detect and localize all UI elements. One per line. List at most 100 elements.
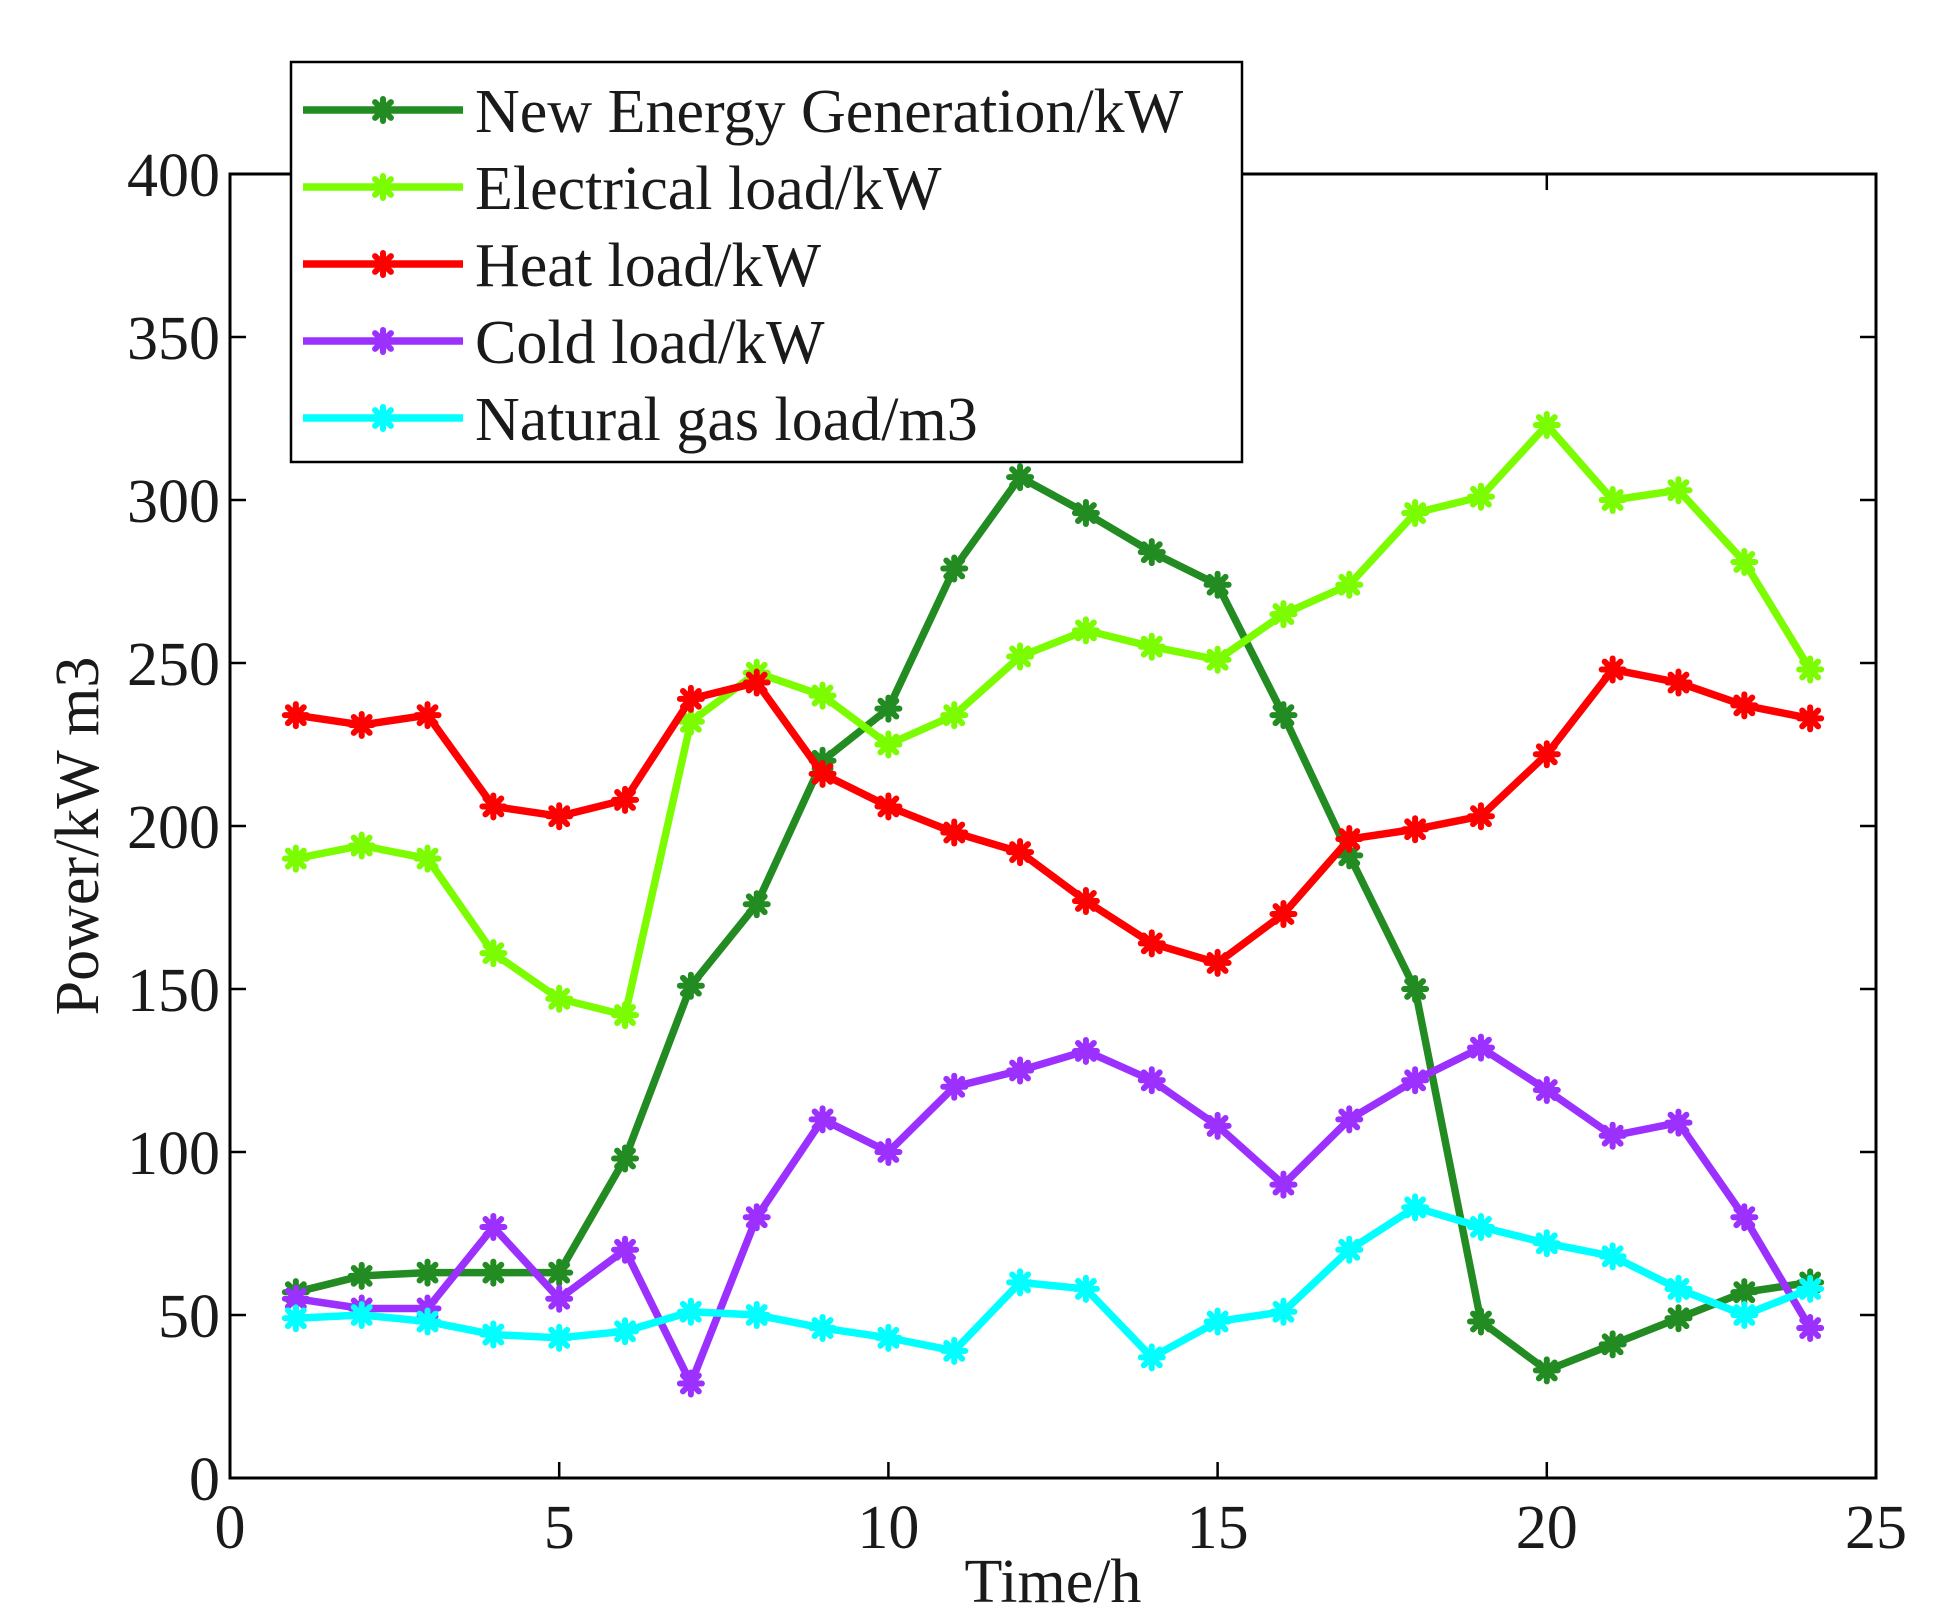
data-point bbox=[1598, 1330, 1627, 1359]
data-point bbox=[545, 1258, 574, 1287]
y-tick-label: 300 bbox=[127, 468, 220, 536]
data-point bbox=[545, 802, 574, 831]
data-point bbox=[1071, 499, 1100, 528]
data-point bbox=[1401, 499, 1430, 528]
data-point bbox=[1006, 1268, 1035, 1297]
data-point bbox=[874, 730, 903, 759]
y-axis-label: Power/kW m3 bbox=[44, 657, 112, 1016]
y-tick-label: 250 bbox=[127, 631, 220, 699]
data-point bbox=[1335, 825, 1364, 854]
series-2 bbox=[281, 655, 1825, 977]
data-point bbox=[1071, 616, 1100, 645]
data-point bbox=[1071, 1036, 1100, 1065]
data-point bbox=[347, 1301, 376, 1329]
data-point bbox=[1598, 1242, 1627, 1271]
y-tick-label: 200 bbox=[127, 794, 220, 862]
series-line bbox=[294, 473, 1811, 1375]
data-point bbox=[808, 681, 837, 710]
series-0 bbox=[281, 463, 1825, 1385]
data-point bbox=[1137, 1066, 1166, 1095]
legend-item: New Energy Generation/kW bbox=[303, 78, 1184, 146]
data-point bbox=[1466, 1033, 1495, 1062]
data-point bbox=[1730, 547, 1759, 576]
data-point bbox=[281, 701, 310, 730]
data-point bbox=[874, 1323, 903, 1352]
data-point bbox=[1269, 1170, 1298, 1199]
y-tick-label: 100 bbox=[127, 1120, 220, 1188]
data-point bbox=[742, 1301, 771, 1329]
data-point bbox=[1730, 1278, 1759, 1307]
data-point bbox=[808, 1314, 837, 1343]
legend-label: Electrical load/kW bbox=[475, 155, 942, 223]
data-point bbox=[940, 1072, 969, 1101]
data-point bbox=[676, 1297, 705, 1326]
data-point bbox=[874, 694, 903, 723]
data-point bbox=[1532, 1356, 1561, 1385]
data-point bbox=[1137, 632, 1166, 661]
data-point bbox=[1796, 1314, 1825, 1343]
data-point bbox=[479, 939, 508, 968]
legend-item: Electrical load/kW bbox=[303, 155, 942, 223]
data-point bbox=[940, 554, 969, 583]
x-axis-label: Time/h bbox=[965, 1548, 1142, 1616]
data-point bbox=[808, 1105, 837, 1134]
legend-label: Cold load/kW bbox=[475, 309, 825, 377]
data-point bbox=[413, 844, 442, 873]
x-tick-label: 10 bbox=[857, 1494, 919, 1562]
legend-item: Heat load/kW bbox=[303, 232, 822, 300]
y-tick-label: 400 bbox=[127, 142, 220, 210]
data-point bbox=[413, 1258, 442, 1287]
data-point bbox=[940, 1336, 969, 1365]
data-point bbox=[1137, 929, 1166, 958]
data-point bbox=[808, 759, 837, 788]
data-point bbox=[1730, 1203, 1759, 1232]
data-point bbox=[1796, 655, 1825, 684]
data-point bbox=[940, 701, 969, 730]
data-point bbox=[1203, 570, 1232, 599]
data-point bbox=[1335, 570, 1364, 599]
x-tick-label: 15 bbox=[1187, 1494, 1249, 1562]
legend-item: Cold load/kW bbox=[303, 309, 825, 377]
data-point bbox=[281, 1284, 310, 1313]
y-tick-label: 350 bbox=[127, 305, 220, 373]
data-point bbox=[611, 785, 640, 814]
data-point bbox=[874, 792, 903, 821]
series-3 bbox=[281, 1033, 1825, 1398]
legend-label: New Energy Generation/kW bbox=[475, 78, 1184, 146]
data-point bbox=[611, 1144, 640, 1173]
legend-item: Natural gas load/m3 bbox=[303, 386, 978, 454]
data-point bbox=[1137, 1343, 1166, 1372]
legend-swatch-marker bbox=[369, 96, 397, 124]
series-line bbox=[295, 1043, 1814, 1388]
series-line bbox=[295, 421, 1814, 1019]
data-point bbox=[1203, 948, 1232, 977]
data-point bbox=[1401, 815, 1430, 844]
data-point bbox=[1006, 463, 1035, 492]
data-point bbox=[545, 1323, 574, 1352]
data-point bbox=[1071, 1274, 1100, 1303]
legend-swatch-marker bbox=[369, 327, 397, 355]
data-point bbox=[676, 707, 705, 736]
data-point bbox=[1532, 1229, 1561, 1258]
data-point bbox=[1006, 1056, 1035, 1085]
data-point bbox=[413, 1307, 442, 1336]
data-point bbox=[1203, 1111, 1232, 1140]
data-point bbox=[1466, 1212, 1495, 1241]
x-tick-label: 25 bbox=[1845, 1494, 1907, 1562]
data-point bbox=[1664, 1304, 1693, 1333]
data-point bbox=[347, 831, 376, 860]
data-point bbox=[1664, 1108, 1693, 1137]
x-tick-label: 5 bbox=[544, 1494, 575, 1562]
data-point bbox=[545, 1284, 574, 1313]
y-tick-label: 50 bbox=[158, 1283, 220, 1351]
series-line bbox=[295, 665, 1811, 967]
data-point bbox=[1269, 900, 1298, 929]
y-tick-label: 0 bbox=[189, 1446, 220, 1514]
data-point bbox=[1466, 802, 1495, 831]
x-tick-label: 20 bbox=[1516, 1494, 1578, 1562]
data-point bbox=[742, 668, 771, 697]
data-point bbox=[1335, 1235, 1364, 1264]
data-point bbox=[1598, 1121, 1627, 1150]
series-1 bbox=[281, 411, 1825, 1030]
